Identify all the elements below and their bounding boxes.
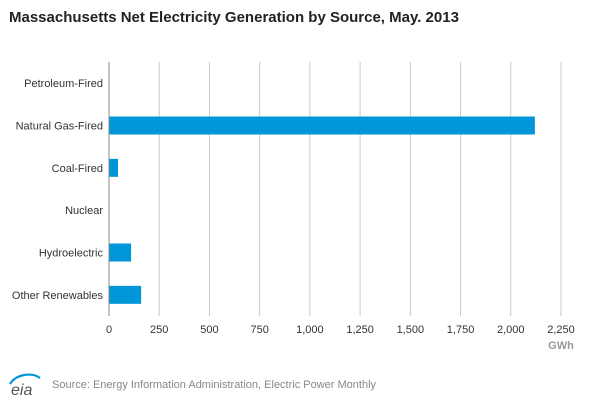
eia-logo-swoosh <box>9 373 41 385</box>
gridlines <box>158 62 562 316</box>
category-label: Hydroelectric <box>39 248 104 260</box>
source-text: Source: Energy Information Administratio… <box>52 379 377 391</box>
x-tick-label: 2,250 <box>547 324 575 336</box>
x-tick-label: 2,000 <box>497 324 525 336</box>
chart-title: Massachusetts Net Electricity Generation… <box>9 9 459 26</box>
category-label: Natural Gas-Fired <box>16 121 103 133</box>
x-tick-label: 1,000 <box>296 324 324 336</box>
x-tick-label: 1,750 <box>447 324 475 336</box>
x-tick-label: 1,250 <box>346 324 374 336</box>
bar-natural-gas-fired <box>109 116 535 135</box>
x-tick-label: 1,500 <box>397 324 425 336</box>
category-label: Petroleum-Fired <box>24 78 103 90</box>
footer: eia Source: Energy Information Administr… <box>8 372 376 398</box>
x-tick-label: 500 <box>200 324 218 336</box>
bar-coal-fired <box>109 158 119 177</box>
category-label: Coal-Fired <box>52 163 103 175</box>
x-tick-label: 750 <box>250 324 268 336</box>
bar-other-renewables <box>109 285 142 304</box>
x-tick-label: 0 <box>106 324 112 336</box>
bar-chart: Petroleum-Fired Natural Gas-Fired Coal-Fir… <box>12 62 575 352</box>
bars <box>109 116 535 304</box>
x-tick-label: 250 <box>150 324 168 336</box>
eia-logo-text: eia <box>11 382 32 398</box>
category-label: Nuclear <box>65 205 103 217</box>
labels: Petroleum-Fired Natural Gas-Fired Coal-Fir… <box>12 78 575 352</box>
bar-hydroelectric <box>109 243 132 262</box>
x-axis-label: GWh <box>548 340 574 352</box>
eia-logo: eia <box>9 373 41 398</box>
category-label: Other Renewables <box>12 290 104 302</box>
